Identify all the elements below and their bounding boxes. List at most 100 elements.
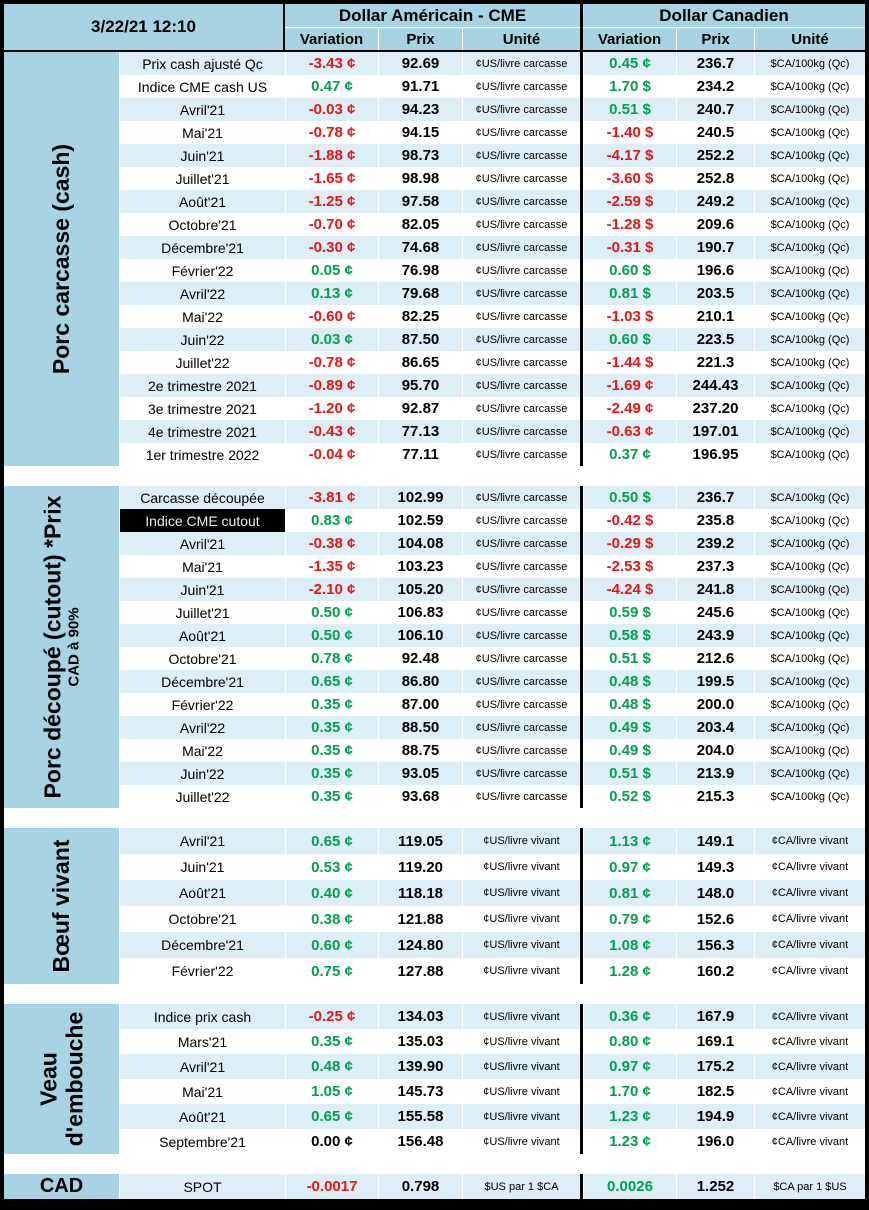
row-label: Mai'22 [119,739,285,762]
column-divider [580,52,583,75]
usd-variation: -0.78 ¢ [285,351,378,374]
usd-variation: -1.65 ¢ [285,167,378,190]
usd-unit: ¢US/livre carcasse [462,75,580,98]
cad-price: 152.6 [676,906,754,932]
cad-unit: $CA/100kg (Qc) [754,213,865,236]
column-divider [580,532,583,555]
cad-price: 160.2 [676,958,754,984]
usd-price: 106.10 [378,624,462,647]
row-label: Indice CME cash US [119,75,285,98]
usd-price: 106.83 [378,601,462,624]
cad-price: 200.0 [676,693,754,716]
cad-variation: 0.45 ¢ [583,52,676,75]
column-divider [580,305,583,328]
cad-unit: ¢CA/livre vivant [754,906,865,932]
usd-unit: ¢US/livre carcasse [462,624,580,647]
cad-variation: -0.31 $ [583,236,676,259]
usd-variation: 0.53 ¢ [285,854,378,880]
usd-unit: ¢US/livre vivant [462,1079,580,1104]
usd-variation: -3.81 ¢ [285,486,378,509]
column-divider [580,578,583,601]
usd-variation: 1.05 ¢ [285,1079,378,1104]
section-label-text: Veau d'embouche [34,1011,87,1147]
column-divider [580,121,583,144]
cad-unit: ¢CA/livre vivant [754,1079,865,1104]
usd-variation: 0.47 ¢ [285,75,378,98]
cad-price: 199.5 [676,670,754,693]
cad-variation: 1.70 ¢ [583,1079,676,1104]
cad-price: 234.2 [676,75,754,98]
usd-variation: -2.10 ¢ [285,578,378,601]
cad-unit: ¢CA/livre vivant [754,932,865,958]
row-label: 1er trimestre 2022 [119,443,285,466]
section-veau-embouche: Veau d'embouche Indice prix cash -0.25 ¢… [4,1004,865,1154]
usd-price: 139.90 [378,1054,462,1079]
column-divider [580,486,583,509]
column-divider [580,509,583,532]
cad-unit: $CA/100kg (Qc) [754,351,865,374]
timestamp: 3/22/21 12:10 [91,17,196,36]
usd-unit: ¢US/livre carcasse [462,647,580,670]
column-divider [580,374,583,397]
usd-price: 87.50 [378,328,462,351]
usd-price: 102.99 [378,486,462,509]
usd-price: 79.68 [378,282,462,305]
row-label: Août'21 [119,190,285,213]
usd-price: 97.58 [378,190,462,213]
usd-price: 135.03 [378,1029,462,1054]
usd-price: 88.75 [378,739,462,762]
cad-unit: $CA/100kg (Qc) [754,443,865,466]
cad-variation: 1.23 ¢ [583,1104,676,1129]
sections-container: Porc carcasse (cash) Prix cash ajusté Qc… [4,52,865,1174]
usd-price: 77.13 [378,420,462,443]
column-divider [580,443,583,466]
cad-variation: 0.58 $ [583,624,676,647]
usd-variation: 0.60 ¢ [285,932,378,958]
cad-unit: $CA/100kg (Qc) [754,305,865,328]
cad-unit: $CA/100kg (Qc) [754,624,865,647]
cad-price: 212.6 [676,647,754,670]
cad-unit: $CA/100kg (Qc) [754,670,865,693]
cad-price: 175.2 [676,1054,754,1079]
column-divider [580,880,583,906]
usd-unit: ¢US/livre carcasse [462,578,580,601]
cad-variation: 1.28 ¢ [583,958,676,984]
cad-variation: 0.51 $ [583,647,676,670]
row-label: Mai'22 [119,305,285,328]
row-label: Octobre'21 [119,906,285,932]
column-divider [580,601,583,624]
section-gap [4,984,865,1004]
usd-unit: ¢US/livre carcasse [462,144,580,167]
usd-price: 105.20 [378,578,462,601]
cad-variation: -0.42 $ [583,509,676,532]
cad-unit: ¢CA/livre vivant [754,958,865,984]
usd-price: 93.05 [378,762,462,785]
column-divider [580,828,583,854]
section-gap [4,466,865,486]
usd-variation: 0.35 ¢ [285,739,378,762]
cad-unit: $CA/100kg (Qc) [754,374,865,397]
usd-group-title: Dollar Américain - CME [285,4,580,28]
section-label-text: Bœuf vivant [47,839,74,973]
column-divider [580,1004,583,1029]
column-divider [580,785,583,808]
cad-variation: 0.52 $ [583,785,676,808]
column-divider [580,397,583,420]
usd-unit: ¢US/livre carcasse [462,443,580,466]
usd-price: 94.15 [378,121,462,144]
cad-price: 235.8 [676,509,754,532]
usd-price: 103.23 [378,555,462,578]
cad-price: 243.9 [676,624,754,647]
usd-price: 121.88 [378,906,462,932]
row-label: Avril'21 [119,828,285,854]
section-label: Bœuf vivant [4,828,119,984]
row-label: Septembre'21 [119,1129,285,1154]
usd-variation: 0.65 ¢ [285,670,378,693]
cad-unit: $CA/100kg (Qc) [754,397,865,420]
row-label: Août'21 [119,624,285,647]
cad-variation: 0.49 $ [583,716,676,739]
cad-unit: $CA/100kg (Qc) [754,328,865,351]
footer-section-label: CAD [4,1174,119,1199]
cad-price: 190.7 [676,236,754,259]
